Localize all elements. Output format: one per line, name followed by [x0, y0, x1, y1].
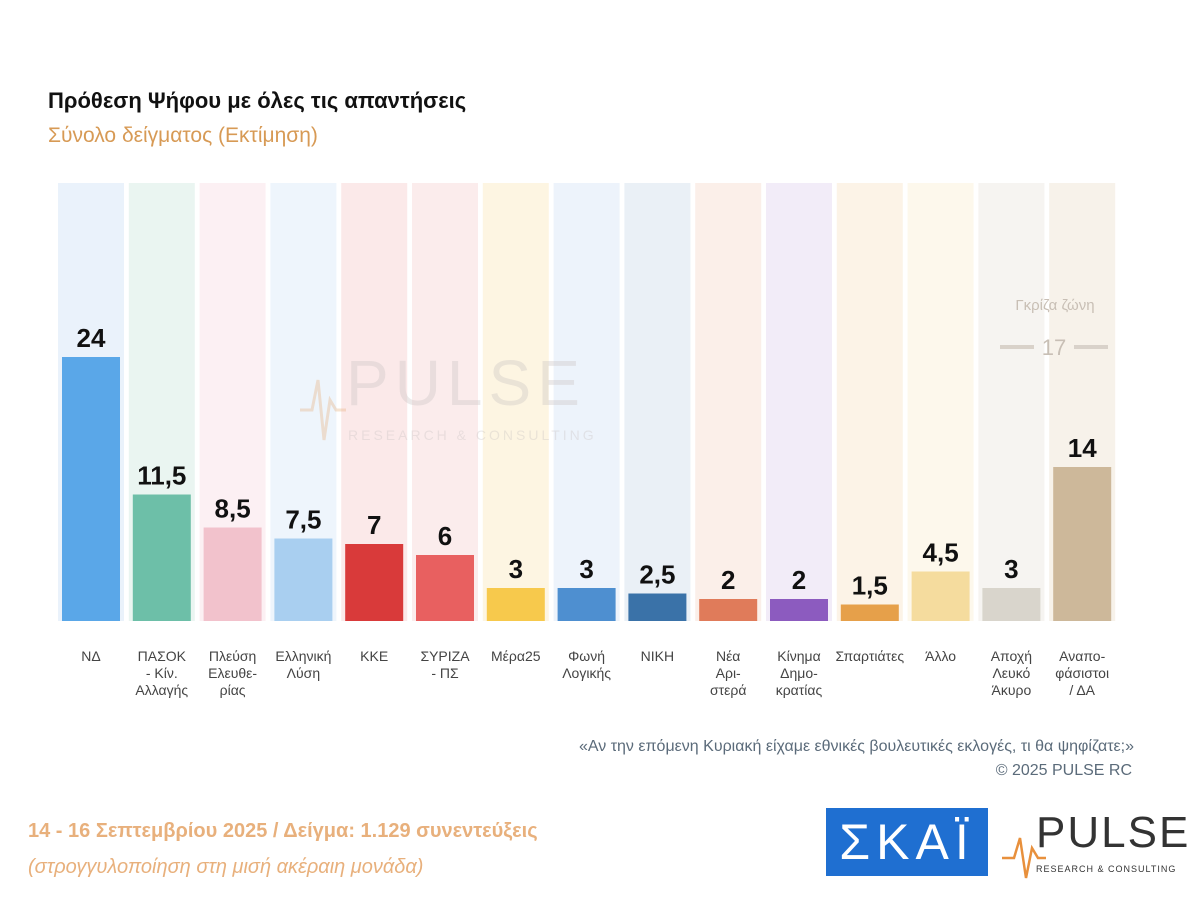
value-labels: 24 11,5 8,5 7,5 7 6 3 3 2,5 2 2 1,5 4,5 3 14: [77, 323, 1098, 601]
category-label: ΚΚΕ: [360, 648, 389, 664]
bar: [840, 604, 899, 621]
gray-zone: Γκρίζα ζώνη 17: [1000, 297, 1108, 360]
bar: [770, 599, 828, 621]
value-label: 2: [792, 565, 806, 595]
category-label: Ελληνική Λύση: [275, 648, 332, 681]
chart-subtitle: Σύνολο δείγματος (Εκτίμηση): [48, 124, 318, 147]
category-label: ΠΑΣΟΚ - Κίν. Αλλαγής: [135, 648, 189, 698]
column-bg: [907, 183, 974, 621]
bar: [1053, 467, 1112, 621]
value-label: 7: [367, 510, 381, 540]
category-label: ΣΥΡΙΖΑ - ΠΣ: [420, 648, 470, 681]
value-label: 14: [1068, 433, 1097, 463]
value-label: 24: [77, 323, 106, 353]
column-bg: [624, 183, 691, 621]
skai-logo: ΣΚΑΪ: [826, 808, 988, 876]
chart-title: Πρόθεση Ψήφου με όλες τις απαντήσεις: [48, 88, 467, 113]
watermark-text: PULSE: [346, 347, 586, 419]
value-label: 3: [1004, 554, 1018, 584]
column-bg: [836, 183, 903, 621]
watermark-subtext: RESEARCH & CONSULTING: [348, 427, 597, 443]
value-label: 7,5: [285, 505, 321, 535]
bar: [203, 527, 262, 621]
bar: [628, 593, 687, 621]
category-label: Αναπο- φάσιστοι / ΔΑ: [1055, 648, 1110, 698]
bar: [62, 357, 120, 621]
category-label: ΝΙΚΗ: [640, 648, 675, 664]
pulse-logo-text: PULSE: [1036, 808, 1191, 857]
bar: [132, 494, 191, 621]
bar: [699, 599, 758, 621]
category-label: Πλεύση Ελευθε- ρίας: [208, 648, 258, 698]
gray-zone-value: 17: [1042, 335, 1066, 360]
bar: [982, 588, 1041, 621]
pulse-watermark: PULSE RESEARCH & CONSULTING: [300, 347, 597, 443]
value-label: 11,5: [137, 461, 186, 491]
bar: [345, 544, 404, 621]
rounding-note: (στρογγυλοποίηση στη μισή ακέραιη μονάδα…: [28, 856, 424, 878]
value-label: 2: [721, 565, 735, 595]
value-label: 1,5: [852, 571, 888, 601]
category-label: Αποχή Λευκό Άκυρο: [990, 648, 1033, 698]
bar: [911, 571, 970, 621]
value-label: 3: [579, 554, 593, 584]
pulse-logo: [1002, 837, 1046, 879]
bar: [486, 588, 545, 621]
category-label: Σπαρτιάτες: [835, 648, 905, 664]
value-label: 2,5: [639, 560, 675, 590]
survey-question: «Αν την επόμενη Κυριακή είχαμε εθνικές β…: [578, 738, 1134, 755]
category-label: ΝΔ: [81, 648, 101, 664]
pulse-logo-tagline: RESEARCH & CONSULTING: [1036, 864, 1177, 874]
bars: [62, 357, 1112, 621]
bar: [557, 588, 616, 621]
category-label: Κίνημα Δημο- κρατίας: [775, 648, 823, 698]
gray-zone-label: Γκρίζα ζώνη: [1015, 297, 1094, 314]
column-bg: [766, 183, 832, 621]
value-label: 3: [509, 554, 523, 584]
value-label: 8,5: [215, 494, 251, 524]
category-label: Φωνή Λογικής: [562, 648, 611, 681]
vote-intention-chart: PULSE RESEARCH & CONSULTING 24 11,5 8,5 7,5…: [58, 183, 1116, 621]
category-label: Άλλο: [925, 648, 957, 664]
bar: [274, 538, 333, 621]
value-label: 4,5: [923, 538, 959, 568]
survey-dates: 14 - 16 Σεπτεμβρίου 2025 / Δείγμα: 1.129…: [28, 820, 538, 842]
value-label: 6: [438, 521, 452, 551]
copyright: © 2025 PULSE RC: [995, 762, 1132, 779]
category-label: Μέρα25: [491, 648, 541, 664]
column-bg: [482, 183, 549, 621]
category-label: Νέα Αρι- στερά: [709, 648, 747, 698]
column-bg: [978, 183, 1045, 621]
column-bg: [412, 183, 478, 621]
column-bg: [695, 183, 762, 621]
column-bg: [553, 183, 620, 621]
bar: [416, 555, 474, 621]
